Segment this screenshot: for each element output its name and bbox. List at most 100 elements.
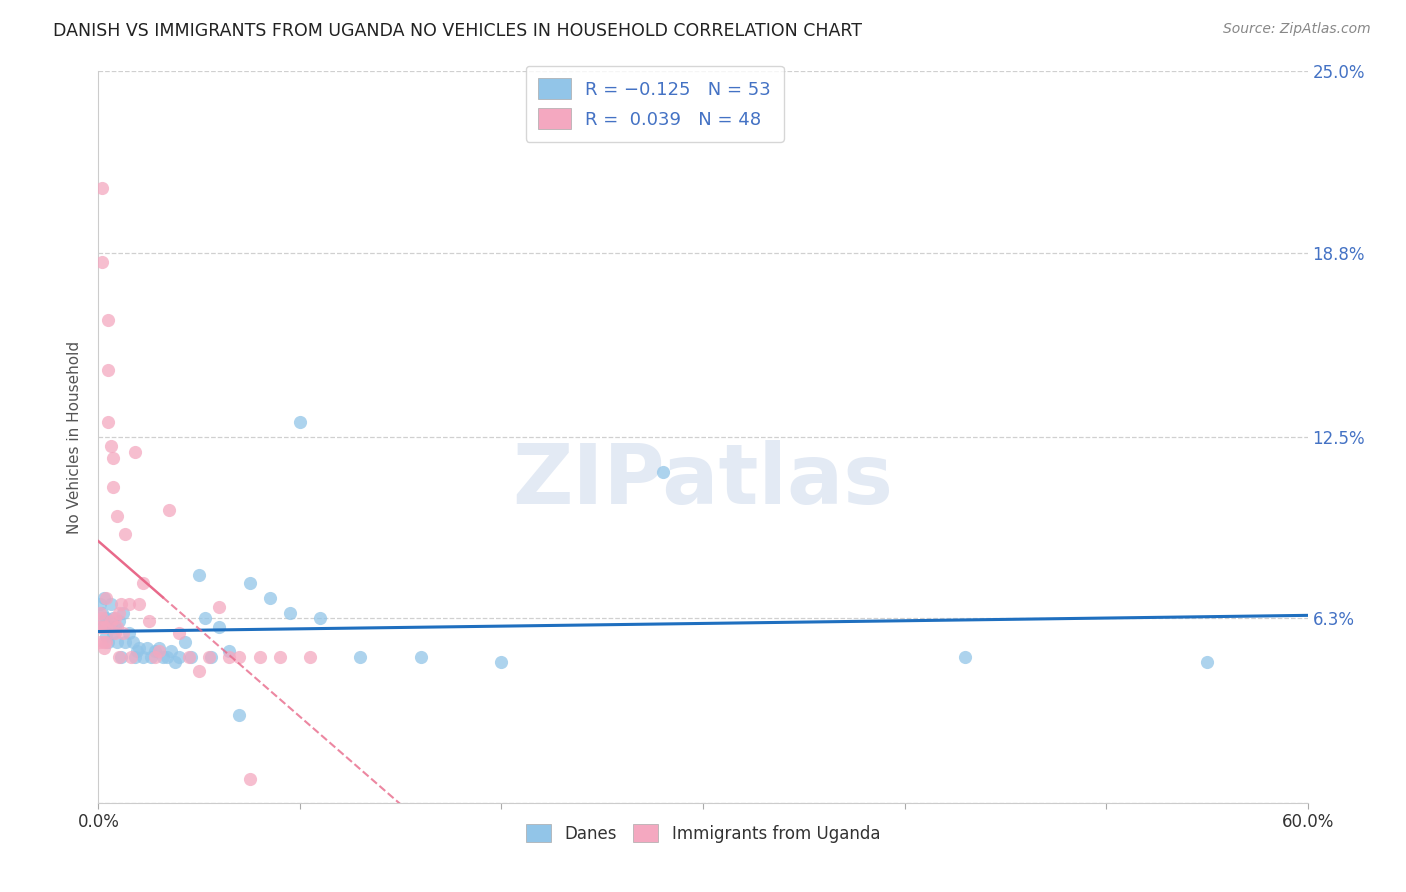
Point xyxy=(97,416,120,430)
Point xyxy=(278,606,301,620)
Point xyxy=(152,649,174,664)
Point xyxy=(93,620,115,634)
Point xyxy=(198,649,221,664)
Point xyxy=(143,649,166,664)
Point xyxy=(101,611,124,625)
Point xyxy=(259,591,281,605)
Point xyxy=(180,649,202,664)
Y-axis label: No Vehicles in Household: No Vehicles in Household xyxy=(67,341,83,533)
Point xyxy=(132,649,155,664)
Point xyxy=(174,635,197,649)
Point xyxy=(120,649,142,664)
Text: ZIPatlas: ZIPatlas xyxy=(513,441,893,522)
Point xyxy=(651,465,673,479)
Point xyxy=(194,611,217,625)
Point xyxy=(218,643,240,657)
Point xyxy=(91,254,114,268)
Point xyxy=(128,640,150,655)
Point xyxy=(103,620,125,634)
Point xyxy=(228,649,250,664)
Point xyxy=(288,416,311,430)
Point xyxy=(160,643,183,657)
Point xyxy=(103,626,125,640)
Point xyxy=(309,611,332,625)
Point xyxy=(125,643,148,657)
Point xyxy=(157,503,180,517)
Point xyxy=(114,526,136,541)
Point xyxy=(105,635,128,649)
Point xyxy=(96,620,118,634)
Point xyxy=(200,649,222,664)
Point xyxy=(111,626,134,640)
Point xyxy=(143,643,166,657)
Point xyxy=(93,635,115,649)
Point xyxy=(179,649,201,664)
Point xyxy=(105,620,128,634)
Legend: Danes, Immigrants from Uganda: Danes, Immigrants from Uganda xyxy=(519,818,887,849)
Point xyxy=(100,620,122,634)
Point xyxy=(124,649,146,664)
Point xyxy=(100,615,122,629)
Point xyxy=(89,635,111,649)
Point xyxy=(135,640,157,655)
Point xyxy=(118,597,141,611)
Point xyxy=(96,611,118,625)
Point xyxy=(953,649,976,664)
Point xyxy=(96,635,118,649)
Point xyxy=(118,626,141,640)
Point xyxy=(1195,656,1218,670)
Point xyxy=(93,640,115,655)
Point xyxy=(101,450,124,465)
Point xyxy=(156,649,179,664)
Point xyxy=(148,643,170,657)
Point xyxy=(188,567,211,582)
Point xyxy=(110,597,132,611)
Point xyxy=(89,606,111,620)
Point xyxy=(100,439,122,453)
Point xyxy=(110,649,132,664)
Point xyxy=(139,649,162,664)
Point xyxy=(97,313,120,327)
Point xyxy=(124,444,146,458)
Point xyxy=(111,606,134,620)
Point xyxy=(93,591,115,605)
Point xyxy=(91,611,114,625)
Point xyxy=(163,656,186,670)
Point xyxy=(91,181,114,195)
Point xyxy=(107,649,129,664)
Point xyxy=(132,576,155,591)
Point xyxy=(89,620,111,634)
Point xyxy=(239,576,262,591)
Point xyxy=(107,606,129,620)
Point xyxy=(491,656,513,670)
Point xyxy=(299,649,322,664)
Point xyxy=(349,649,371,664)
Point xyxy=(93,615,115,629)
Point xyxy=(96,629,118,643)
Point xyxy=(167,626,190,640)
Point xyxy=(208,620,231,634)
Point xyxy=(218,649,240,664)
Text: Source: ZipAtlas.com: Source: ZipAtlas.com xyxy=(1223,22,1371,37)
Point xyxy=(269,649,291,664)
Point xyxy=(249,649,271,664)
Point xyxy=(103,611,125,625)
Point xyxy=(239,772,262,787)
Point xyxy=(101,626,124,640)
Text: DANISH VS IMMIGRANTS FROM UGANDA NO VEHICLES IN HOUSEHOLD CORRELATION CHART: DANISH VS IMMIGRANTS FROM UGANDA NO VEHI… xyxy=(53,22,862,40)
Point xyxy=(105,509,128,524)
Point xyxy=(114,635,136,649)
Point xyxy=(208,599,231,614)
Point xyxy=(100,597,122,611)
Point xyxy=(97,363,120,377)
Point xyxy=(128,597,150,611)
Point xyxy=(91,606,114,620)
Point xyxy=(188,664,211,678)
Point xyxy=(138,615,160,629)
Point xyxy=(96,591,118,605)
Point xyxy=(228,708,250,723)
Point xyxy=(97,635,120,649)
Point xyxy=(101,480,124,494)
Point xyxy=(148,640,170,655)
Point xyxy=(121,635,143,649)
